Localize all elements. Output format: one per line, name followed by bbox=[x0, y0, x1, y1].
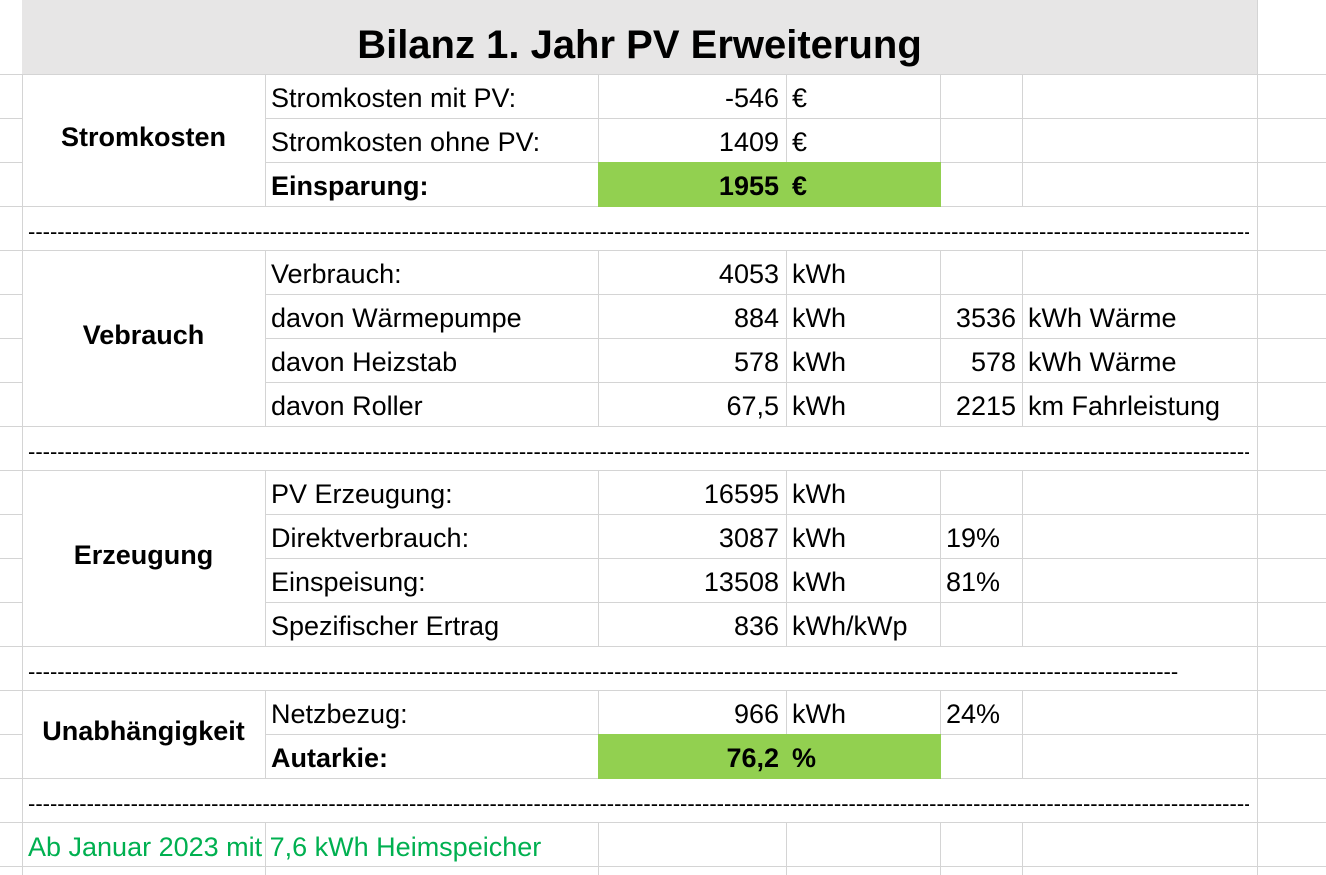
row-value[interactable]: 13508 bbox=[703, 567, 779, 597]
separator-line: ----------------------------------------… bbox=[28, 791, 1249, 816]
row-unit[interactable]: kWh bbox=[792, 391, 846, 421]
savings-unit[interactable]: € bbox=[792, 171, 808, 201]
row-label[interactable]: Verbrauch: bbox=[271, 259, 402, 289]
row-value[interactable]: -546 bbox=[724, 83, 779, 113]
savings-value[interactable]: 1955 bbox=[718, 171, 779, 201]
row-label[interactable]: davon Roller bbox=[271, 391, 423, 421]
savings-label[interactable]: Einsparung: bbox=[271, 171, 429, 201]
autarkie-unit[interactable]: % bbox=[792, 743, 817, 773]
row-value[interactable]: 884 bbox=[733, 303, 779, 333]
row-extra-value[interactable]: 578 bbox=[970, 347, 1016, 377]
separator-line: ----------------------------------------… bbox=[28, 659, 1179, 684]
row-label[interactable]: davon Heizstab bbox=[271, 347, 458, 377]
row-extra-unit[interactable]: kWh Wärme bbox=[1028, 303, 1177, 333]
row-label[interactable]: Spezifischer Ertrag bbox=[271, 611, 500, 641]
section-label-verbrauch[interactable]: Vebrauch bbox=[82, 320, 205, 350]
row-label[interactable]: PV Erzeugung: bbox=[271, 479, 453, 509]
row-unit[interactable]: € bbox=[792, 127, 808, 157]
row-value[interactable]: 578 bbox=[733, 347, 779, 377]
highlight-autarkie bbox=[598, 734, 941, 779]
row-extra-value[interactable]: 2215 bbox=[955, 391, 1016, 421]
row-extra-unit[interactable]: km Fahrleistung bbox=[1028, 391, 1221, 421]
separator-line: ----------------------------------------… bbox=[28, 219, 1249, 244]
section-label-stromkosten[interactable]: Stromkosten bbox=[60, 122, 227, 152]
row-extra-unit[interactable]: kWh Wärme bbox=[1028, 347, 1177, 377]
row-unit[interactable]: kWh bbox=[792, 479, 846, 509]
row-value[interactable]: 3087 bbox=[718, 523, 779, 553]
row-unit[interactable]: kWh bbox=[792, 347, 846, 377]
row-unit[interactable]: € bbox=[792, 83, 808, 113]
row-value[interactable]: 4053 bbox=[718, 259, 779, 289]
row-label[interactable]: Stromkosten mit PV: bbox=[271, 83, 517, 113]
sheet-title[interactable]: Bilanz 1. Jahr PV Erweiterung bbox=[22, 0, 1257, 74]
row-label[interactable]: davon Wärmepumpe bbox=[271, 303, 522, 333]
row-label[interactable]: Stromkosten ohne PV: bbox=[271, 127, 541, 157]
row-percent[interactable]: 24% bbox=[946, 699, 1001, 729]
row-percent[interactable]: 81% bbox=[946, 567, 1001, 597]
row-percent[interactable]: 19% bbox=[946, 523, 1001, 553]
row-value[interactable]: 966 bbox=[733, 699, 779, 729]
row-value[interactable]: 16595 bbox=[703, 479, 779, 509]
autarkie-label[interactable]: Autarkie: bbox=[271, 743, 389, 773]
row-value[interactable]: 67,5 bbox=[726, 391, 779, 421]
row-label[interactable]: Netzbezug: bbox=[271, 699, 408, 729]
section-label-unabhaengigkeit[interactable]: Unabhängigkeit bbox=[42, 716, 245, 746]
storage-note[interactable]: Ab Januar 2023 mit 7,6 kWh Heimspeicher bbox=[28, 832, 542, 862]
row-label[interactable]: Direktverbrauch: bbox=[271, 523, 470, 553]
highlight-savings bbox=[598, 162, 941, 207]
separator-line: ----------------------------------------… bbox=[28, 439, 1249, 464]
row-unit[interactable]: kWh bbox=[792, 699, 846, 729]
row-value[interactable]: 1409 bbox=[718, 127, 779, 157]
section-label-erzeugung[interactable]: Erzeugung bbox=[73, 540, 214, 570]
row-unit[interactable]: kWh bbox=[792, 523, 846, 553]
row-unit[interactable]: kWh bbox=[792, 567, 846, 597]
row-unit[interactable]: kWh/kWp bbox=[792, 611, 908, 641]
row-unit[interactable]: kWh bbox=[792, 259, 846, 289]
row-extra-value[interactable]: 3536 bbox=[955, 303, 1016, 333]
row-label[interactable]: Einspeisung: bbox=[271, 567, 426, 597]
autarkie-value[interactable]: 76,2 bbox=[726, 743, 779, 773]
row-unit[interactable]: kWh bbox=[792, 303, 846, 333]
row-value[interactable]: 836 bbox=[733, 611, 779, 641]
